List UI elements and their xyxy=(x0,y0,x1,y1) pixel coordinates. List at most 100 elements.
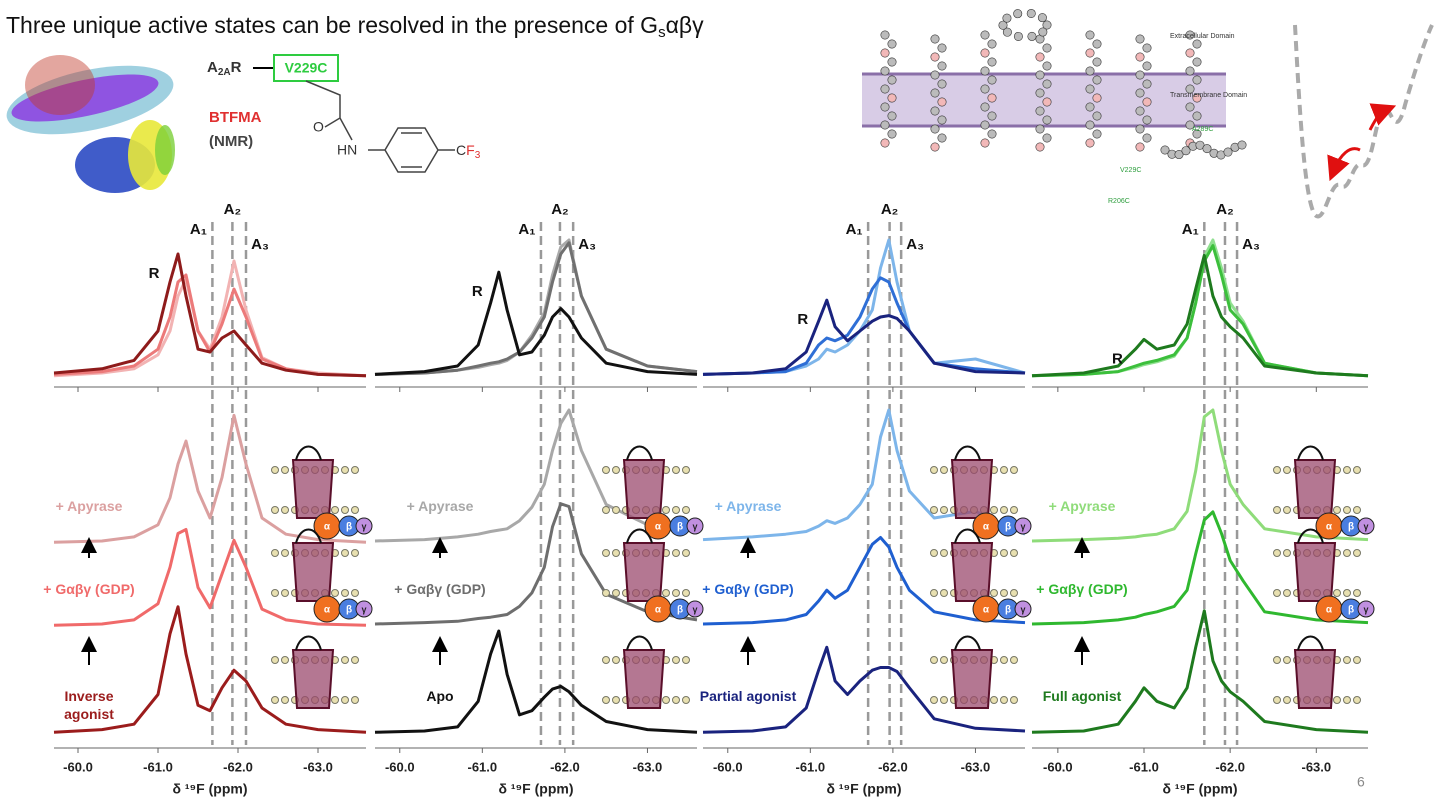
residue xyxy=(1185,48,1195,58)
reference-label: A₁ xyxy=(190,221,207,238)
subunit-label: α xyxy=(1326,605,1333,616)
lipid-head xyxy=(1283,466,1291,474)
residue xyxy=(1042,79,1052,89)
lipid-head xyxy=(1343,696,1351,704)
x-tick-label: -61.0 xyxy=(468,759,498,774)
reference-label: A₃ xyxy=(251,236,269,253)
subunit-label: γ xyxy=(361,521,366,531)
residue xyxy=(980,138,990,148)
residue xyxy=(1237,140,1247,150)
residue xyxy=(1026,8,1036,18)
series-label: Full agonist xyxy=(1042,688,1122,704)
lipid-head xyxy=(682,696,690,704)
lipid-head xyxy=(271,589,279,597)
lipid-head xyxy=(271,466,279,474)
subunit-label: α xyxy=(324,522,331,533)
subunit-label: β xyxy=(677,522,683,533)
loop xyxy=(626,528,653,544)
lipid-head xyxy=(271,549,279,557)
extracellular-label: Extracellular Domain xyxy=(1170,33,1235,40)
lipid-head xyxy=(281,506,289,514)
reference-label: A₂ xyxy=(881,201,899,218)
residue xyxy=(887,57,897,67)
lipid-head xyxy=(930,549,938,557)
lipid-head xyxy=(1353,549,1361,557)
residue xyxy=(930,88,940,98)
spectrum-line xyxy=(53,259,367,378)
spectrum-line xyxy=(1031,253,1369,378)
series-label: + Apyrase xyxy=(406,498,474,514)
snake-plot xyxy=(862,8,1247,160)
subunit-label: β xyxy=(1348,605,1354,616)
residue xyxy=(980,120,990,130)
reference-label: A₂ xyxy=(1216,201,1234,218)
site-label: R206C xyxy=(1108,198,1130,205)
lipid-head xyxy=(1333,589,1341,597)
g-gamma xyxy=(1357,517,1375,535)
receptor xyxy=(622,542,666,602)
peak-label: R xyxy=(472,283,483,300)
lipid-head xyxy=(1010,589,1018,597)
residue xyxy=(1135,142,1145,152)
spectrum-line xyxy=(53,605,367,734)
x-tick-label: -60.0 xyxy=(713,759,743,774)
residue xyxy=(1085,48,1095,58)
residue xyxy=(1035,106,1045,116)
lipid-head xyxy=(990,506,998,514)
g-gamma xyxy=(686,517,704,535)
residue xyxy=(1192,111,1202,121)
series-label: Apo xyxy=(426,688,454,704)
reference-label: A₁ xyxy=(1182,221,1199,238)
residue xyxy=(1092,129,1102,139)
lipid-head xyxy=(930,696,938,704)
residue xyxy=(1042,97,1052,107)
series-label: + Gαβγ (GDP) xyxy=(1036,581,1128,597)
x-axis-label: δ ¹⁹F (ppm) xyxy=(1162,781,1237,797)
lipid-head xyxy=(682,506,690,514)
residue xyxy=(880,66,890,76)
receptor xyxy=(1293,459,1337,519)
x-tick-label: -62.0 xyxy=(223,759,253,774)
lipid-head xyxy=(1283,549,1291,557)
g-gamma xyxy=(686,600,704,618)
lipid-head xyxy=(612,696,620,704)
subunit-label: α xyxy=(983,522,990,533)
residue xyxy=(1192,129,1202,139)
slide-title: Three unique active states can be resolv… xyxy=(6,12,704,41)
lipid-head xyxy=(1353,506,1361,514)
residue xyxy=(930,106,940,116)
method-label: (NMR) xyxy=(209,133,253,150)
lipid-head xyxy=(281,549,289,557)
lipid-head xyxy=(602,656,610,664)
lipid-head xyxy=(1283,656,1291,664)
receptor xyxy=(1293,542,1337,602)
lipid-head xyxy=(672,589,680,597)
subunit-label: γ xyxy=(692,604,697,614)
lipid-head xyxy=(940,466,948,474)
series-label: + Gαβγ (GDP) xyxy=(702,581,794,597)
lipid-head xyxy=(1273,696,1281,704)
title-text: Three unique active states can be resolv… xyxy=(6,12,658,38)
reference-label: A₂ xyxy=(551,201,569,218)
lipid-head xyxy=(341,656,349,664)
loop xyxy=(295,635,322,651)
oxygen-label: O xyxy=(313,119,324,135)
residue xyxy=(930,34,940,44)
series-label: + Apyrase xyxy=(714,498,782,514)
lipid-head xyxy=(682,656,690,664)
lipid-head xyxy=(672,696,680,704)
lipid-head xyxy=(1283,696,1291,704)
cf3-subscript: 3 xyxy=(475,150,481,161)
spectrum-line xyxy=(374,408,698,543)
residue xyxy=(1174,150,1184,160)
residue xyxy=(1092,39,1102,49)
receptor-sub: 2A xyxy=(218,67,231,78)
subunit-label: γ xyxy=(361,604,366,614)
lipid-head xyxy=(990,696,998,704)
residue xyxy=(980,30,990,40)
lipid-head xyxy=(1333,696,1341,704)
residue xyxy=(930,124,940,134)
